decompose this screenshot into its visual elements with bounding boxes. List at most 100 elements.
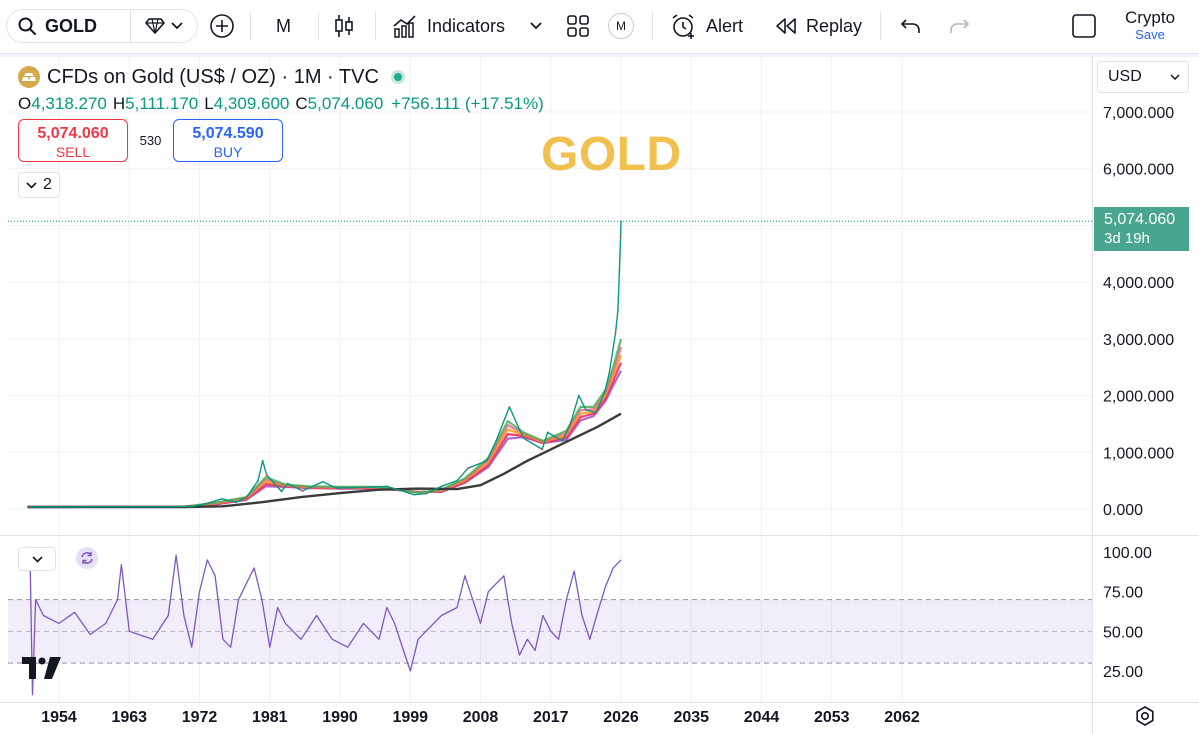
price-tick-label: 2,000.000: [1103, 389, 1174, 406]
price-tick-label: 0.000: [1103, 502, 1143, 519]
chevron-down-icon: [26, 181, 37, 189]
interval-button[interactable]: M: [276, 15, 291, 36]
rsi-refresh-button[interactable]: [76, 547, 98, 569]
chart-legend-title[interactable]: CFDs on Gold (US$ / OZ) · 1M · TVC: [18, 64, 405, 90]
price-point: [569, 423, 572, 425]
price-point: [561, 440, 564, 442]
sell-price: 5,074.060: [37, 125, 109, 142]
candlestick-icon: [335, 15, 353, 37]
open-value: 4,318.270: [31, 94, 107, 113]
fullscreen-button[interactable]: [1071, 0, 1097, 52]
time-tick-label: 2017: [533, 709, 569, 726]
price-point: [257, 479, 259, 482]
grid-icon: [567, 15, 589, 37]
price-point: [265, 474, 268, 476]
buy-price: 5,074.590: [192, 125, 264, 142]
high-label: H: [112, 94, 126, 113]
price-tick-label: 7,000.000: [1103, 105, 1174, 122]
price-point: [577, 394, 580, 397]
gear-icon: [1136, 706, 1154, 726]
ema-line-3: [27, 354, 623, 509]
plus-circle-icon: [210, 14, 234, 38]
rewind-icon: [776, 18, 796, 34]
templates-button[interactable]: [566, 0, 590, 52]
market-status-icon: [390, 70, 405, 84]
price-point: [495, 440, 498, 442]
save-button[interactable]: Crypto Save: [1110, 8, 1190, 42]
symbol-description: CFDs on Gold (US$ / OZ) · 1M · TVC: [47, 65, 379, 88]
ema-line-1: [27, 338, 623, 509]
layout-badge: M: [608, 13, 634, 39]
last-price-label: 5,074.060 3d 19h: [1094, 207, 1189, 251]
buy-label: BUY: [213, 144, 243, 160]
tradingview-logo[interactable]: [22, 657, 62, 684]
time-tick-label: 1972: [182, 709, 218, 726]
symbol-name: GOLD: [45, 15, 97, 36]
time-tick-label: 1954: [41, 709, 77, 726]
close-value: 5,074.060: [307, 94, 384, 113]
spread-value: 530: [139, 133, 162, 148]
legend-collapse-button[interactable]: 2: [18, 172, 60, 198]
indicators-button[interactable]: Indicators: [392, 0, 505, 52]
replay-button[interactable]: Replay: [775, 0, 862, 52]
layout-badge-button[interactable]: M: [608, 0, 634, 52]
price-point: [235, 501, 238, 504]
mode-label: Crypto: [1124, 8, 1176, 27]
price-point: [440, 485, 443, 488]
symbol-search-button[interactable]: GOLD: [7, 10, 131, 42]
rsi-collapse-button[interactable]: [18, 547, 56, 571]
price-point: [508, 406, 511, 408]
price-point: [335, 487, 337, 489]
time-tick-label: 2008: [463, 709, 499, 726]
ema-line-4: [27, 362, 623, 509]
price-point: [280, 490, 283, 493]
replay-label: Replay: [806, 15, 863, 36]
currency-value: USD: [1108, 68, 1142, 85]
close-label: C: [295, 94, 308, 113]
buy-button[interactable]: 5,074.590 BUY: [173, 119, 283, 162]
price-point: [26, 506, 29, 508]
indicators-menu-button[interactable]: [530, 0, 542, 52]
undo-button[interactable]: [900, 0, 922, 52]
sell-label: SELL: [55, 144, 91, 160]
currency-select[interactable]: USD: [1097, 61, 1189, 93]
sell-button[interactable]: 5,074.060 SELL: [18, 119, 128, 162]
price-point: [608, 371, 611, 374]
price-point: [614, 332, 617, 335]
diamond-icon: [145, 18, 165, 34]
time-tick-label: 2053: [814, 709, 850, 726]
price-point: [413, 493, 416, 496]
price-point: [362, 486, 365, 489]
indicator-count: 2: [43, 176, 52, 193]
chart-type-button[interactable]: [333, 0, 355, 52]
symbol-selector: GOLD: [6, 9, 198, 43]
price-point: [467, 467, 469, 470]
chart-canvas[interactable]: 7,000.0006,000.0005,000.0004,000.0003,00…: [0, 57, 1199, 734]
rsi-tick-label: 50.00: [1103, 624, 1143, 641]
price-point: [595, 411, 597, 414]
chart-watermark: GOLD: [541, 128, 682, 181]
undo-icon: [900, 19, 920, 33]
compare-button[interactable]: [131, 10, 197, 42]
rsi-tick-label: 25.00: [1103, 664, 1143, 681]
redo-button[interactable]: [948, 0, 970, 52]
layout-badge-label: M: [616, 19, 626, 33]
refresh-icon: [81, 552, 93, 564]
price-point: [245, 496, 248, 499]
low-value: 4,309.600: [213, 94, 290, 113]
price-point: [518, 428, 521, 431]
rsi-tick-label: 100.00: [1103, 545, 1152, 562]
settings-button[interactable]: [1134, 705, 1156, 732]
toolbar-divider: [652, 12, 653, 40]
save-label: Save: [1135, 27, 1165, 42]
alarm-clock-icon: [672, 14, 694, 39]
price-point: [618, 269, 621, 272]
chevron-down-icon: [1170, 74, 1180, 80]
sma-line: [27, 412, 622, 509]
price-point: [261, 459, 264, 462]
alert-button[interactable]: Alert: [670, 0, 743, 52]
add-symbol-button[interactable]: [209, 0, 235, 52]
indicators-icon: [393, 15, 416, 38]
price-point: [619, 235, 622, 238]
